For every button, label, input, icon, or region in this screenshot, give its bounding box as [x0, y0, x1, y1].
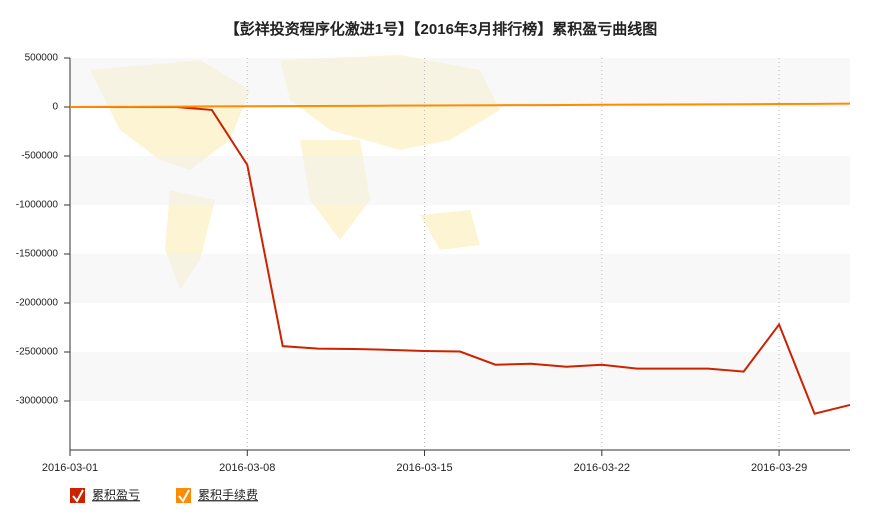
y-tick-label: -2000000: [16, 298, 59, 309]
legend-check[interactable]: [72, 489, 84, 503]
y-tick-label: -500000: [21, 151, 58, 162]
series-line: [69, 102, 851, 108]
grid-band: [70, 156, 850, 205]
legend: 累积盈亏 累积手续费: [70, 488, 258, 503]
y-tick-label: -3000000: [16, 396, 59, 407]
grid-band: [70, 58, 850, 107]
series-line: [70, 106, 851, 415]
y-tick-label: -1500000: [16, 249, 59, 260]
x-tick-label: 2016-03-15: [396, 462, 452, 474]
x-tick-label: 2016-03-29: [751, 462, 807, 474]
y-tick-label: 0: [52, 102, 58, 113]
x-tick-label: 2016-03-22: [574, 462, 630, 474]
legend-check[interactable]: [178, 489, 190, 503]
grid-band: [70, 352, 850, 401]
y-tick-label: 500000: [25, 53, 59, 64]
x-tick-label: 2016-03-08: [219, 462, 275, 474]
legend-label[interactable]: 累积盈亏: [92, 488, 140, 502]
x-tick-label: 2016-03-01: [42, 462, 98, 474]
y-tick-label: -1000000: [16, 200, 59, 211]
legend-label[interactable]: 累积手续费: [198, 488, 258, 502]
grid-band: [70, 254, 850, 303]
chart-title: 【彭祥投资程序化激进1号】【2016年3月排行榜】累积盈亏曲线图: [225, 20, 658, 38]
y-tick-label: -2500000: [16, 347, 59, 358]
